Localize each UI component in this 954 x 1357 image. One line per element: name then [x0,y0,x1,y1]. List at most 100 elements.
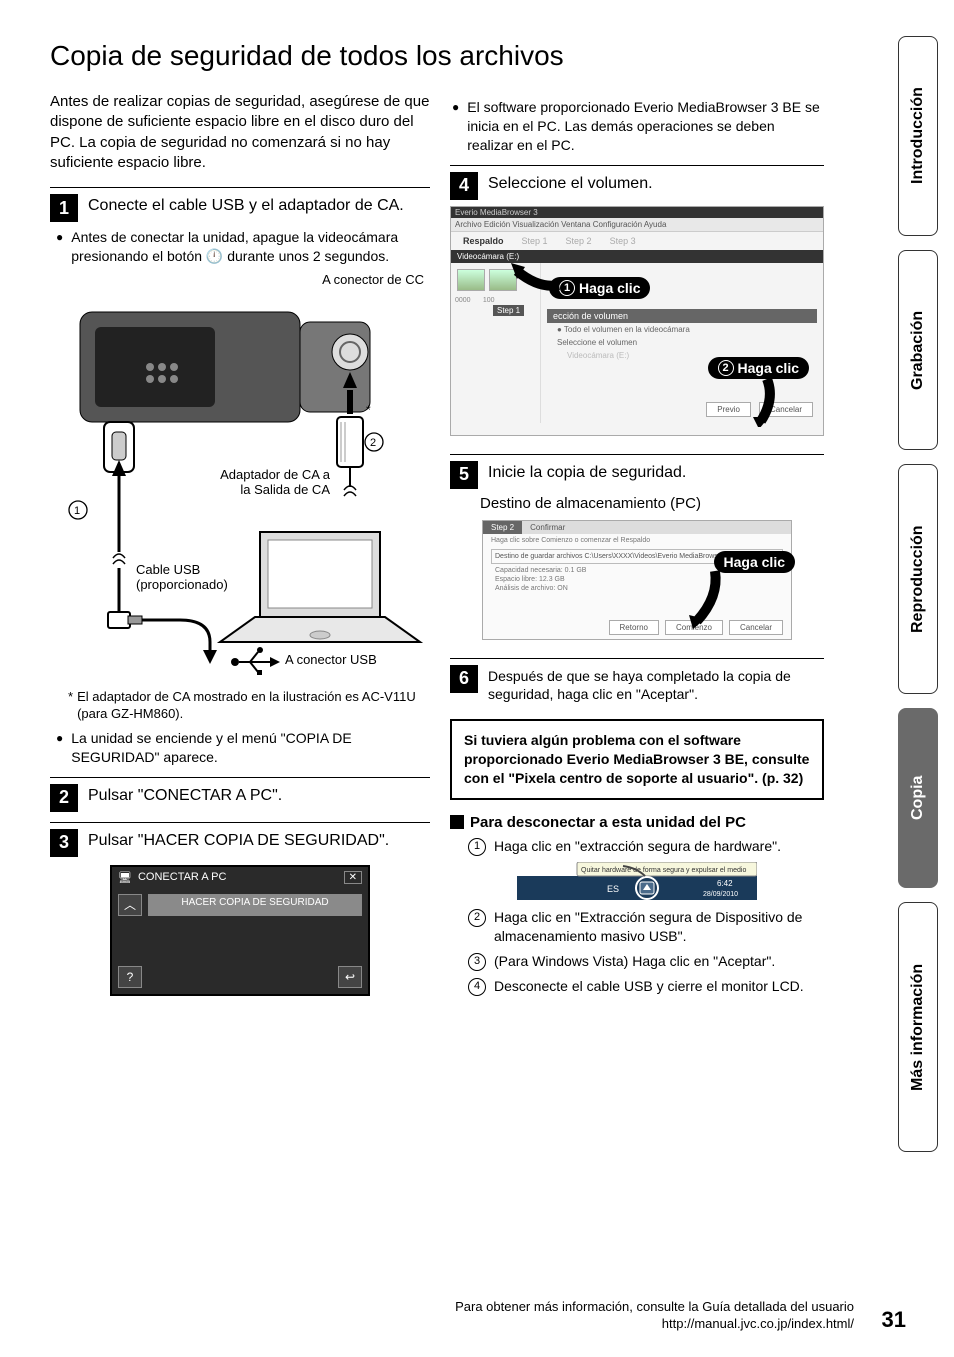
software-note-text: El software proporcionado Everio MediaBr… [467,98,824,155]
power-on-note-text: La unidad se enciende y el menú "COPIA D… [71,729,430,767]
intro-text: Antes de realizar copias de seguridad, a… [50,92,430,173]
footer-line-1: Para obtener más información, consulte l… [455,1299,854,1314]
ac-label-2: la Salida de CA [240,482,330,497]
step-6: 6 Después de que se haya completado la c… [450,658,824,703]
step-6-text: Después de que se haya completado la cop… [488,665,824,703]
connection-diagram: A conector de CC * [50,272,430,682]
svg-text:ES: ES [607,884,619,894]
page-number: 31 [882,1307,906,1333]
callout-1-num: 1 [559,280,575,296]
sc1-titlebar: Everio MediaBrowser 3 [451,207,823,218]
circled-1-icon: 1 [468,838,486,856]
bullet-icon: ● [452,98,459,155]
step-3-text: Pulsar "HACER COPIA DE SEGURIDAD". [88,829,389,852]
square-bullet-icon [450,815,464,829]
sc2-line4: Espacio libre: 12.3 GB [483,575,791,584]
page-footer: Para obtener más información, consulte l… [50,1299,854,1333]
sc1-camera-label: Videocámara (E:) [451,250,823,263]
tab-introduccion[interactable]: Introducción [898,36,938,236]
step-3: 3 Pulsar "HACER COPIA DE SEGURIDAD". [50,822,430,857]
tab-copia[interactable]: Copia [898,708,938,888]
backup-confirm-screenshot: Step 2Confirmar Haga clic sobre Comienzo… [482,520,792,640]
callout-3-text: Haga clic [724,554,785,570]
power-on-note: ● La unidad se enciende y el menú "COPIA… [56,729,430,767]
camera-menu: 🖥 CONECTAR A PC ✕ ︿ HACER COPIA DE SEGUR… [110,865,370,996]
usb-cable-label-1: Cable USB [136,562,200,577]
footer-url: http://manual.jvc.co.jp/index.html/ [662,1316,854,1331]
menu-title-text: CONECTAR A PC [138,871,226,883]
callout-click-3: Haga clic [714,551,795,573]
ac-label-1: Adaptador de CA a [220,467,330,482]
sc1-opt1: ● Todo el volumen en la videocámara [547,323,817,336]
bullet-icon: ● [56,729,63,767]
step-6-number: 6 [450,665,478,693]
sc1-steps: Respaldo Step 1 Step 2 Step 3 [451,232,823,250]
callout-2-text: Haga clic [738,360,799,376]
sc1-opt2: Seleccione el volumen [547,336,817,349]
close-icon[interactable]: ✕ [344,871,362,884]
disconnect-step-1: 1 Haga clic en "extracción segura de har… [468,837,824,856]
usb-connector-label: A conector USB [285,652,377,668]
step-1-number: 1 [50,194,78,222]
menu-backup-item[interactable]: HACER COPIA DE SEGURIDAD [148,894,362,916]
usb-cable-label-2: (proporcionado) [136,577,228,592]
asterisk-note-text: El adaptador de CA mostrado en la ilustr… [77,688,430,723]
back-button[interactable]: ↩ [338,966,362,988]
circled-4-icon: 4 [468,978,486,996]
help-button[interactable]: ? [118,966,142,988]
usb-cable-label: Cable USB (proporcionado) [136,562,228,593]
sc2-confirm: Confirmar [522,521,573,534]
svg-text:6:42: 6:42 [717,879,733,888]
asterisk-icon: * [68,688,73,723]
callout-1-text: Haga clic [579,280,640,296]
disconnect-step-4: 4 Desconecte el cable USB y cierre el mo… [468,977,824,996]
step-2-number: 2 [50,784,78,812]
circled-3-icon: 3 [468,953,486,971]
sc1-volume-selection: ección de volumen [547,309,817,323]
tab-mas-informacion[interactable]: Más información [898,902,938,1152]
tab-grabacion[interactable]: Grabación [898,250,938,450]
dc-connector-label: A conector de CC [322,272,424,288]
up-arrow-button[interactable]: ︿ [118,894,142,916]
taskbar-screenshot: Quitar hardware de forma segura y expuls… [517,862,757,902]
disconnect-3-text: (Para Windows Vista) Haga clic en "Acept… [494,952,775,971]
sc2-cancel-button[interactable]: Cancelar [729,620,783,635]
disconnect-step-3: 3 (Para Windows Vista) Haga clic en "Ace… [468,952,824,971]
disconnect-heading: Para desconectar a esta unidad del PC [450,814,824,831]
step-4-text: Seleccione el volumen. [488,172,653,195]
step-3-number: 3 [50,829,78,857]
step-1-text: Conecte el cable USB y el adaptador de C… [88,194,404,217]
disconnect-title: Para desconectar a esta unidad del PC [470,814,746,831]
asterisk-note: * El adaptador de CA mostrado en la ilus… [68,688,430,723]
step-2-text: Pulsar "CONECTAR A PC". [88,784,282,807]
sc1-prev-button[interactable]: Previo [706,402,751,417]
callout-click-2: 2 Haga clic [708,357,809,379]
bullet-icon: ● [56,228,63,266]
sc2-return-button[interactable]: Retorno [609,620,659,635]
step-4: 4 Seleccione el volumen. [450,165,824,200]
volume-select-screenshot: Everio MediaBrowser 3 Archivo Edición Vi… [450,206,824,436]
disconnect-2-text: Haga clic en "Extracción segura de Dispo… [494,908,824,946]
sc1-menubar: Archivo Edición Visualización Ventana Co… [451,218,823,232]
callout-2-num: 2 [718,360,734,376]
step-5-subtitle: Destino de almacenamiento (PC) [480,495,824,512]
step-1-note: ● Antes de conectar la unidad, apague la… [56,228,430,266]
step-4-number: 4 [450,172,478,200]
sc2-step2: Step 2 [483,521,522,534]
callout-click-1: 1 Haga clic [549,277,650,299]
sc2-line1: Haga clic sobre Comienzo o comenzar el R… [483,534,791,547]
step-5-text: Inicie la copia de seguridad. [488,461,686,484]
sc1-step3: Step 3 [610,236,636,246]
disconnect-4-text: Desconecte el cable USB y cierre el moni… [494,977,804,996]
software-note: ● El software proporcionado Everio Media… [452,98,824,155]
disconnect-1-text: Haga clic en "extracción segura de hardw… [494,837,781,856]
tab-reproduccion[interactable]: Reproducción [898,464,938,694]
support-info-box: Si tuviera algún problema con el softwar… [450,719,824,800]
step-5: 5 Inicie la copia de seguridad. [450,454,824,489]
sc1-backup-label: Respaldo [463,236,504,246]
section-tabs: Introducción Grabación Reproducción Copi… [898,36,938,1152]
disconnect-step-2: 2 Haga clic en "Extracción segura de Dis… [468,908,824,946]
circled-2-icon: 2 [468,909,486,927]
step-1-note-text: Antes de conectar la unidad, apague la v… [71,228,430,266]
step-5-number: 5 [450,461,478,489]
